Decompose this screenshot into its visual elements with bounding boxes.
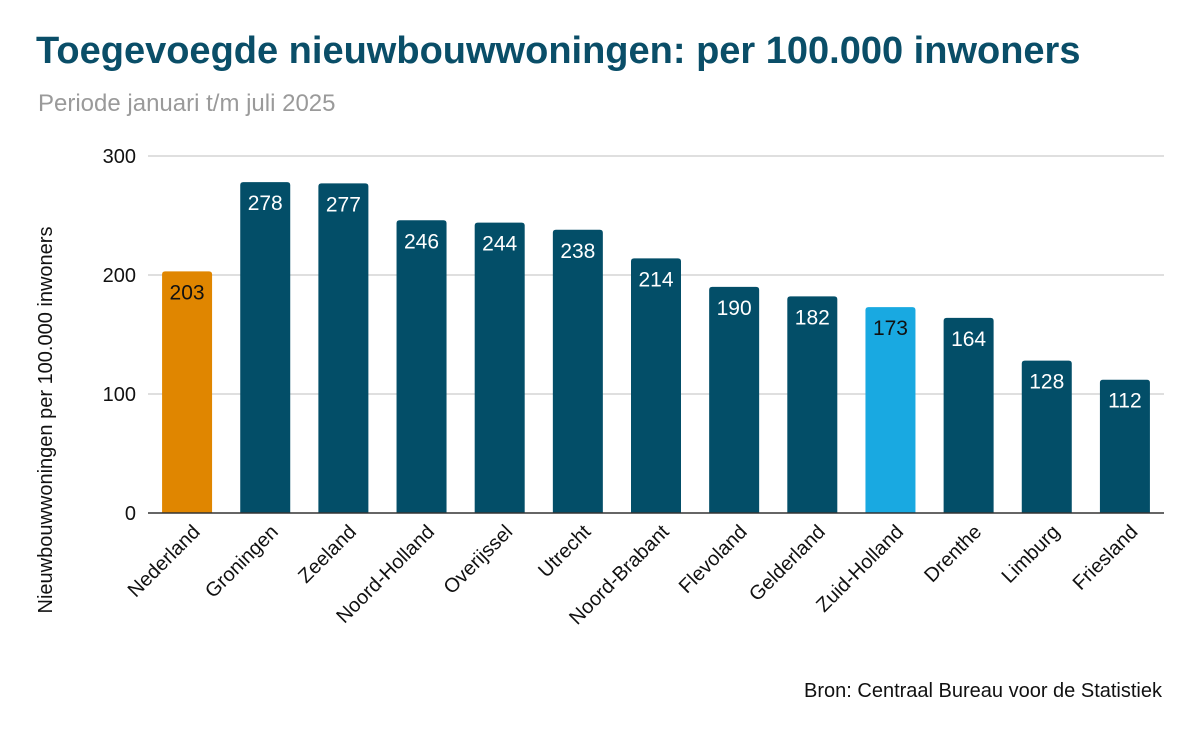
data-labels: 203 278 277 246 244 238 214 190 182 173 164 128 112 — [170, 192, 1142, 413]
bar-noord-brabant — [631, 258, 681, 513]
data-label: 238 — [560, 240, 595, 263]
x-tick-label: Groningen — [201, 521, 283, 603]
data-label: 277 — [326, 193, 361, 216]
source-note: Bron: Centraal Bureau voor de Statistiek — [804, 680, 1162, 702]
x-tick-label: Gelderland — [745, 521, 830, 606]
y-tick-label: 0 — [125, 503, 136, 525]
x-tick-label: Zeeland — [294, 521, 361, 588]
bar-gelderland — [787, 296, 838, 513]
bar-flevoland — [709, 286, 760, 513]
x-tick-label: Flevoland — [675, 521, 752, 598]
data-label: 244 — [482, 233, 517, 256]
y-axis-ticks: 0 100 200 300 — [103, 146, 136, 525]
data-label: 246 — [404, 230, 439, 253]
x-tick-label: Overijssel — [440, 521, 518, 599]
data-label: 203 — [170, 281, 205, 304]
data-label: 128 — [1029, 371, 1064, 394]
x-tick-label: Utrecht — [534, 521, 595, 582]
x-tick-label: Limburg — [998, 521, 1065, 588]
y-tick-label: 100 — [103, 384, 136, 406]
x-tick-label: Drenthe — [920, 521, 986, 587]
x-tick-label: Friesland — [1069, 521, 1143, 595]
bar-overijssel — [474, 222, 525, 513]
data-label: 173 — [873, 317, 908, 340]
data-label: 214 — [638, 268, 673, 291]
bar-noord-holland — [396, 220, 447, 513]
chart-subtitle: Periode januari t/m juli 2025 — [38, 90, 336, 117]
bar-nederland — [162, 271, 213, 513]
bar-drenthe — [943, 317, 994, 513]
y-axis-label: Nieuwbouwwoningen per 100.000 inwoners — [35, 227, 57, 614]
y-tick-label: 300 — [103, 146, 136, 168]
data-label: 278 — [248, 192, 283, 215]
data-label: 190 — [717, 297, 752, 320]
bar-limburg — [1021, 360, 1072, 513]
y-tick-label: 200 — [103, 265, 136, 287]
bar-groningen — [240, 182, 291, 513]
data-label: 112 — [1108, 390, 1141, 413]
bar-zuid-holland — [865, 307, 916, 513]
bar-friesland — [1099, 379, 1150, 513]
data-label: 182 — [795, 306, 830, 329]
chart-title: Toegevoegde nieuwbouwwoningen: per 100.0… — [36, 30, 1081, 72]
x-tick-label: Nederland — [124, 521, 205, 602]
bars — [162, 182, 1150, 513]
bar-zeeland — [318, 183, 369, 513]
data-label: 164 — [951, 328, 986, 351]
bar-utrecht — [552, 229, 603, 513]
